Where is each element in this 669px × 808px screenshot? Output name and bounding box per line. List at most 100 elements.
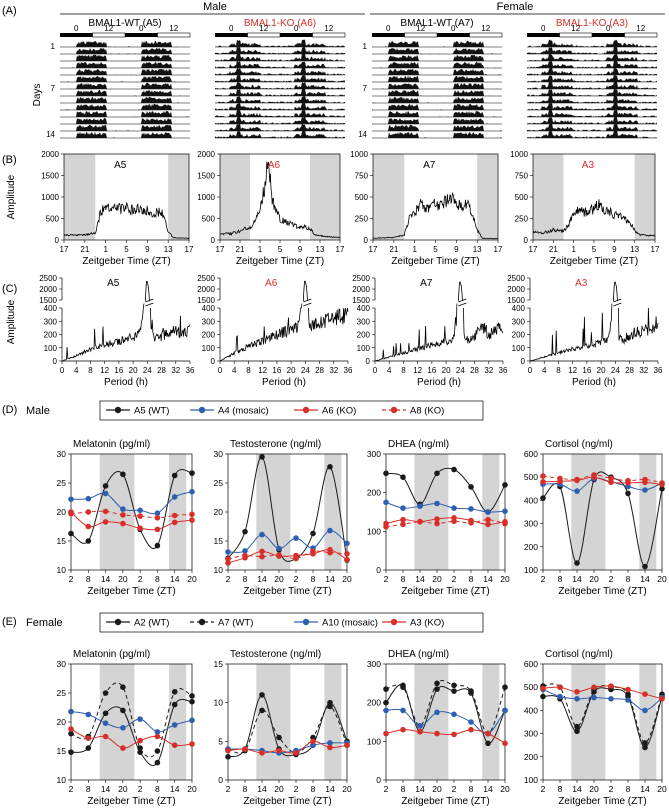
y-tick-label: 750 [355, 172, 369, 181]
actogram-tick-label: 12 [571, 24, 580, 33]
data-point [259, 548, 265, 555]
data-point [383, 707, 389, 714]
actogram-activity-trace [60, 131, 190, 138]
x-tick-label: 32 [484, 366, 493, 375]
activity-trace-line [372, 191, 499, 240]
actogram-activity-trace [372, 89, 502, 96]
data-point [120, 684, 126, 690]
data-point [189, 511, 195, 518]
legend-marker [302, 618, 310, 626]
actogram-activity-trace [372, 124, 502, 131]
actogram-activity-trace [372, 61, 502, 68]
x-axis-label: Zeitgeber Time (ZT) [401, 586, 489, 597]
x-tick-label: 20 [187, 784, 197, 794]
data-point [400, 516, 406, 523]
actogram-activity-trace [527, 67, 657, 75]
data-point [68, 749, 74, 755]
y-tick-label: 200 [524, 542, 538, 552]
data-point [225, 560, 231, 566]
y-tick-label: 15 [57, 536, 67, 546]
x-tick-label: 8 [311, 574, 316, 584]
data-point [293, 535, 299, 541]
data-point [120, 520, 126, 527]
data-point [85, 538, 92, 544]
x-tick-label: 2 [294, 574, 299, 584]
data-point [659, 696, 665, 702]
y-tick-label: 0 [521, 357, 526, 366]
x-tick-label: 8 [626, 574, 631, 584]
data-point [557, 693, 563, 700]
x-tick-label: 20 [657, 574, 667, 584]
y-tick-label: 10 [57, 565, 67, 575]
dark-period-shading [571, 664, 606, 780]
y-tick-label: 300 [367, 659, 381, 669]
dark-period-shading [477, 154, 498, 240]
x-tick-label: 14 [325, 784, 335, 794]
x-tick-label: 13 [473, 245, 482, 254]
data-point [225, 747, 231, 754]
x-tick-label: 8 [155, 574, 160, 584]
data-point [293, 555, 299, 562]
actogram-activity-trace [527, 102, 657, 110]
data-point [189, 517, 195, 523]
y-tick-label: 1000 [350, 150, 368, 159]
actogram-activity-trace [60, 118, 190, 124]
y-tick-label: 100 [524, 775, 538, 785]
data-point [642, 487, 648, 493]
data-point [574, 488, 580, 494]
x-tick-label: 20 [342, 574, 352, 584]
x-tick-label: 2 [609, 784, 614, 794]
x-tick-label: 8 [243, 784, 248, 794]
data-point [137, 525, 143, 531]
x-tick-label: 20 [187, 574, 197, 584]
data-point [400, 474, 406, 481]
x-axis-label: Period (h) [104, 377, 148, 388]
data-point [259, 692, 265, 698]
actogram-activity-trace [527, 123, 657, 131]
actogram-title: BMAL1-WT (A7) [400, 18, 473, 29]
data-point [591, 684, 597, 690]
x-tick-label: 8 [401, 574, 406, 584]
data-point [276, 552, 282, 558]
data-point [327, 703, 333, 710]
data-point [540, 479, 546, 485]
x-tick-label: 32 [171, 366, 180, 375]
dark-period-shading [639, 454, 657, 570]
x-tick-label: 2 [226, 784, 231, 794]
y-tick-label: 2500 [39, 274, 57, 283]
data-point [642, 476, 648, 483]
axis-break-mark [145, 298, 154, 307]
data-point [259, 707, 265, 714]
data-point [383, 699, 389, 706]
data-point [485, 516, 491, 523]
dark-period-shading [414, 664, 449, 780]
actogram-activity-trace [60, 54, 190, 61]
data-point [154, 526, 161, 533]
data-point [468, 726, 474, 733]
data-point [68, 708, 74, 715]
y-tick-label: 5 [218, 736, 223, 746]
dark-period-shading [639, 664, 657, 780]
activity-trace-line [219, 161, 341, 239]
data-point [189, 693, 195, 699]
x-tick-label: 8 [401, 366, 406, 375]
legend-male: Male A5 (WT) A4 (mosaic) A6 (KO) A8 (KO) [26, 400, 484, 421]
activity-trace-line [63, 202, 190, 239]
data-point [344, 551, 350, 557]
x-tick-label: 4 [74, 366, 79, 375]
data-point [574, 560, 580, 566]
x-axis-label: Period (h) [572, 377, 616, 388]
data-point [102, 490, 109, 497]
x-tick-label: 20 [118, 784, 128, 794]
actogram-activity-trace [527, 39, 657, 47]
actogram-tick-label: 0 [541, 24, 546, 33]
x-tick-label: 21 [389, 245, 398, 254]
legend-entry-label: A7 (WT) [218, 618, 253, 629]
legend-marker [390, 406, 398, 414]
x-tick-label: 24 [611, 366, 620, 375]
data-point [171, 519, 178, 526]
y-tick-label: 30 [57, 449, 67, 459]
actogram-tick-label: 12 [104, 24, 113, 33]
